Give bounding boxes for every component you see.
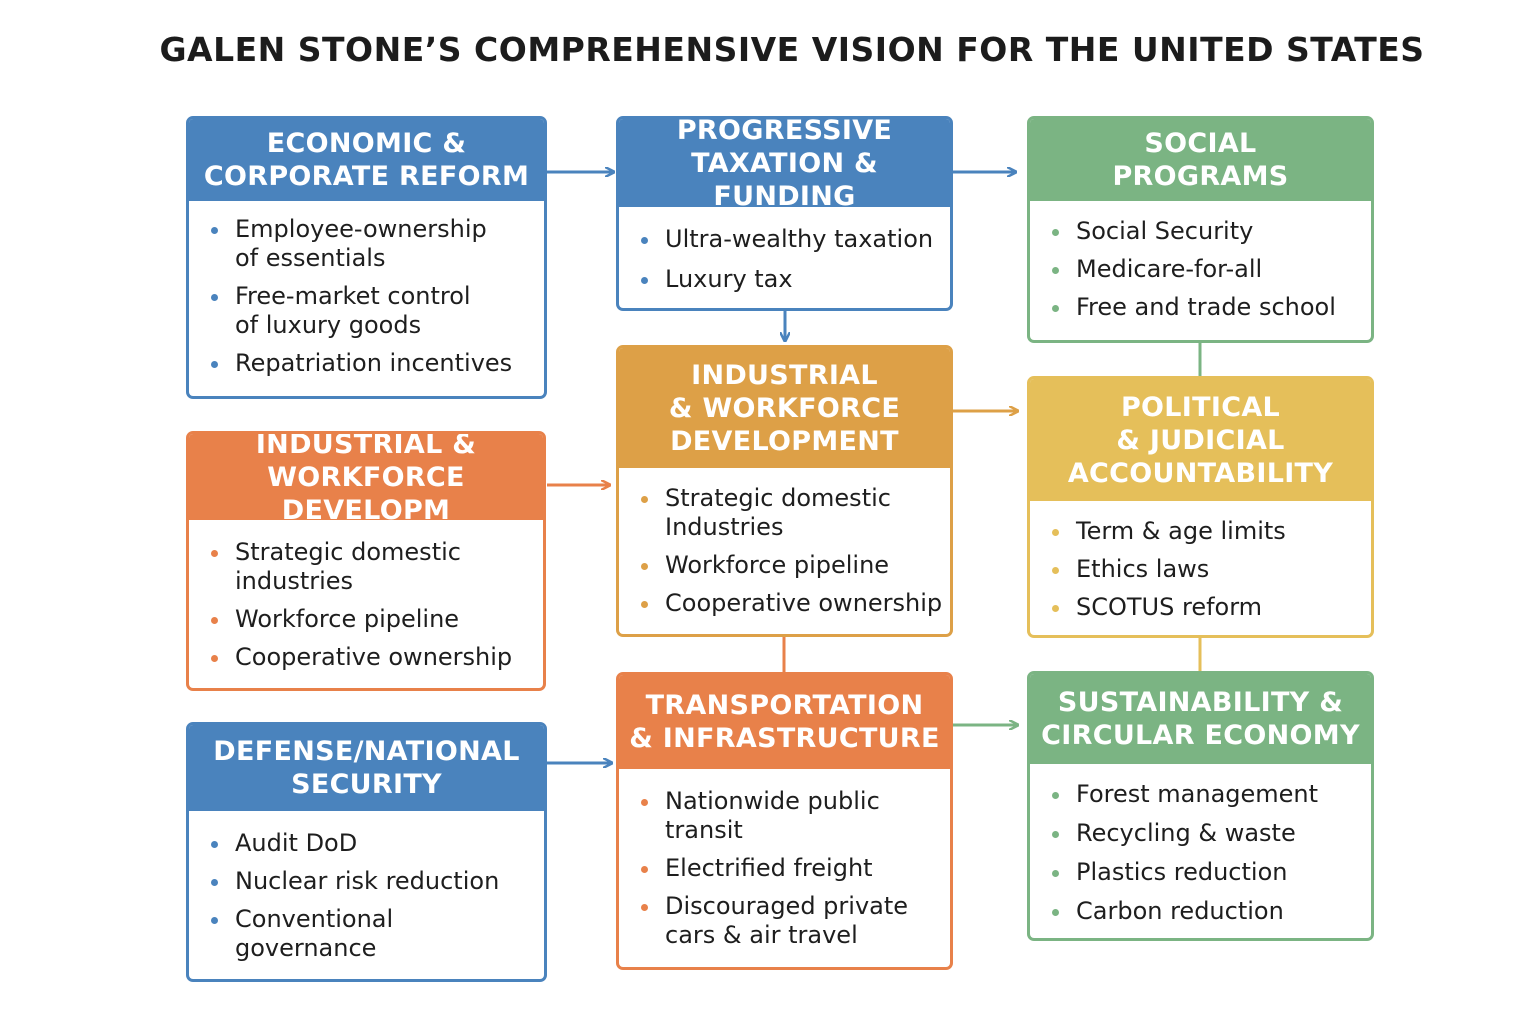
- list-item: Free-market control of luxury goods: [209, 282, 544, 340]
- list-item: Forest management: [1050, 780, 1371, 809]
- list-item: Strategic domestic Industries: [639, 484, 950, 542]
- diagram-title: GALEN STONE’S COMPREHENSIVE VISION FOR T…: [159, 30, 1425, 69]
- box-industrial-workforce-center: INDUSTRIAL & WORKFORCE DEVELOPMENT Strat…: [616, 345, 953, 637]
- list-item: Strategic domestic industries: [209, 538, 543, 596]
- list-item: Social Security: [1050, 217, 1371, 246]
- list-item: Workforce pipeline: [209, 605, 543, 634]
- list-item: SCOTUS reform: [1050, 593, 1371, 622]
- box-header: TRANSPORTATION & INFRASTRUCTURE: [619, 675, 950, 769]
- list-item: Discouraged private cars & air travel: [639, 892, 950, 950]
- box-header: POLITICAL & JUDICIAL ACCOUNTABILITY: [1030, 379, 1371, 501]
- list-item: Ethics laws: [1050, 555, 1371, 584]
- list-item: Cooperative ownership: [639, 589, 950, 618]
- list-item: Workforce pipeline: [639, 551, 950, 580]
- list-item: Luxury tax: [639, 265, 950, 294]
- box-transportation-infrastructure: TRANSPORTATION & INFRASTRUCTURE Nationwi…: [616, 672, 953, 970]
- list-item: Plastics reduction: [1050, 858, 1371, 887]
- list-item: Audit DoD: [209, 829, 544, 858]
- box-header: INDUSTRIAL & WORKFORCE DEVELOPM: [189, 434, 543, 526]
- list-item: Carbon reduction: [1050, 897, 1371, 926]
- box-economic-reform: ECONOMIC & CORPORATE REFORM Employee-own…: [186, 116, 547, 399]
- box-header: SOCIAL PROGRAMS: [1030, 119, 1371, 201]
- list-item: Ultra-wealthy taxation: [639, 225, 950, 254]
- box-header: DEFENSE/NATIONAL SECURITY: [189, 725, 544, 811]
- list-item: Employee-ownership of essentials: [209, 215, 544, 273]
- box-political-judicial: POLITICAL & JUDICIAL ACCOUNTABILITY Term…: [1027, 376, 1374, 638]
- list-item: Electrified freight: [639, 854, 950, 883]
- list-item: Medicare-for-all: [1050, 255, 1371, 284]
- box-header: PROGRESSIVE TAXATION & FUNDING: [619, 119, 950, 212]
- box-social-programs: SOCIAL PROGRAMS Social Security Medicare-…: [1027, 116, 1374, 343]
- list-item: Repatriation incentives: [209, 349, 544, 378]
- list-item: Conventional governance: [209, 905, 544, 963]
- list-item: Term & age limits: [1050, 517, 1371, 546]
- box-header: SUSTAINABILITY & CIRCULAR ECONOMY: [1030, 674, 1371, 764]
- box-defense-security: DEFENSE/NATIONAL SECURITY Audit DoD Nucle…: [186, 722, 547, 982]
- list-item: Cooperative ownership: [209, 643, 543, 672]
- box-header: INDUSTRIAL & WORKFORCE DEVELOPMENT: [619, 348, 950, 468]
- box-industrial-workforce-left: INDUSTRIAL & WORKFORCE DEVELOPM Strategi…: [186, 431, 546, 691]
- box-progressive-taxation: PROGRESSIVE TAXATION & FUNDING Ultra-wea…: [616, 116, 953, 311]
- box-header: ECONOMIC & CORPORATE REFORM: [189, 119, 544, 201]
- list-item: Recycling & waste: [1050, 819, 1371, 848]
- list-item: Free and trade school: [1050, 293, 1371, 322]
- box-sustainability: SUSTAINABILITY & CIRCULAR ECONOMY Forest…: [1027, 671, 1374, 941]
- list-item: Nuclear risk reduction: [209, 867, 544, 896]
- list-item: Nationwide public transit: [639, 787, 950, 845]
